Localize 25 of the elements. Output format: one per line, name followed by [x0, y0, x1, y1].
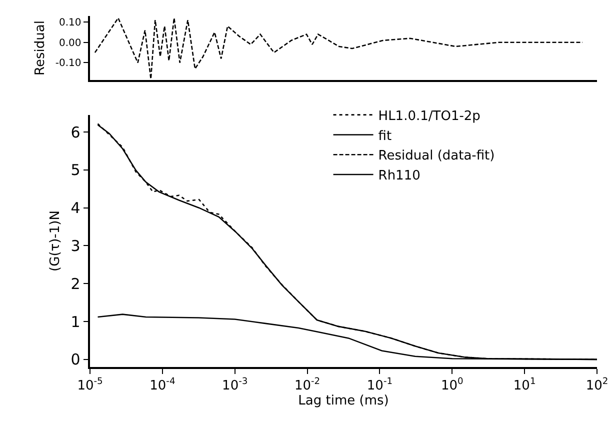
legend-label: HL1.0.1/TO1-2p [378, 108, 480, 124]
y-axis-title: Residual [32, 20, 48, 76]
y-tick-label: 2 [70, 274, 80, 293]
y-tick-label: 0 [70, 350, 80, 369]
x-tick-label: 10$^{0}$ [440, 376, 464, 394]
y-tick-label: -0.10 [55, 58, 82, 70]
legend-label: fit [378, 128, 392, 144]
x-tick-label: 10$^{2}$ [586, 376, 608, 394]
y-tick-label: 0.10 [58, 18, 82, 29]
x-tick-label: 10$^{-4}$ [150, 376, 176, 394]
y-tick-label: 5 [70, 161, 80, 180]
text: Residual (data-fit) [378, 148, 495, 164]
x-tick-label: 10$^{1}$ [513, 376, 536, 394]
y-tick-label: 6 [70, 123, 80, 142]
x-tick-label: 10$^{-1}$ [366, 376, 393, 394]
legend-label: Rh110 [378, 168, 420, 184]
x-axis-title: Lag time (ms) [298, 393, 389, 408]
y-tick-label: 4 [70, 199, 80, 218]
y-tick-label: 1 [70, 312, 80, 331]
x-tick-label: 10$^{-5}$ [77, 376, 103, 394]
y-tick-label: 3 [70, 236, 80, 255]
x-tick-label: 10$^{-2}$ [294, 376, 320, 394]
y-axis-title: (G(τ)-1)N [48, 210, 64, 272]
y-tick-label: 0.00 [58, 38, 82, 49]
x-tick-label: 10$^{-3}$ [222, 376, 248, 394]
